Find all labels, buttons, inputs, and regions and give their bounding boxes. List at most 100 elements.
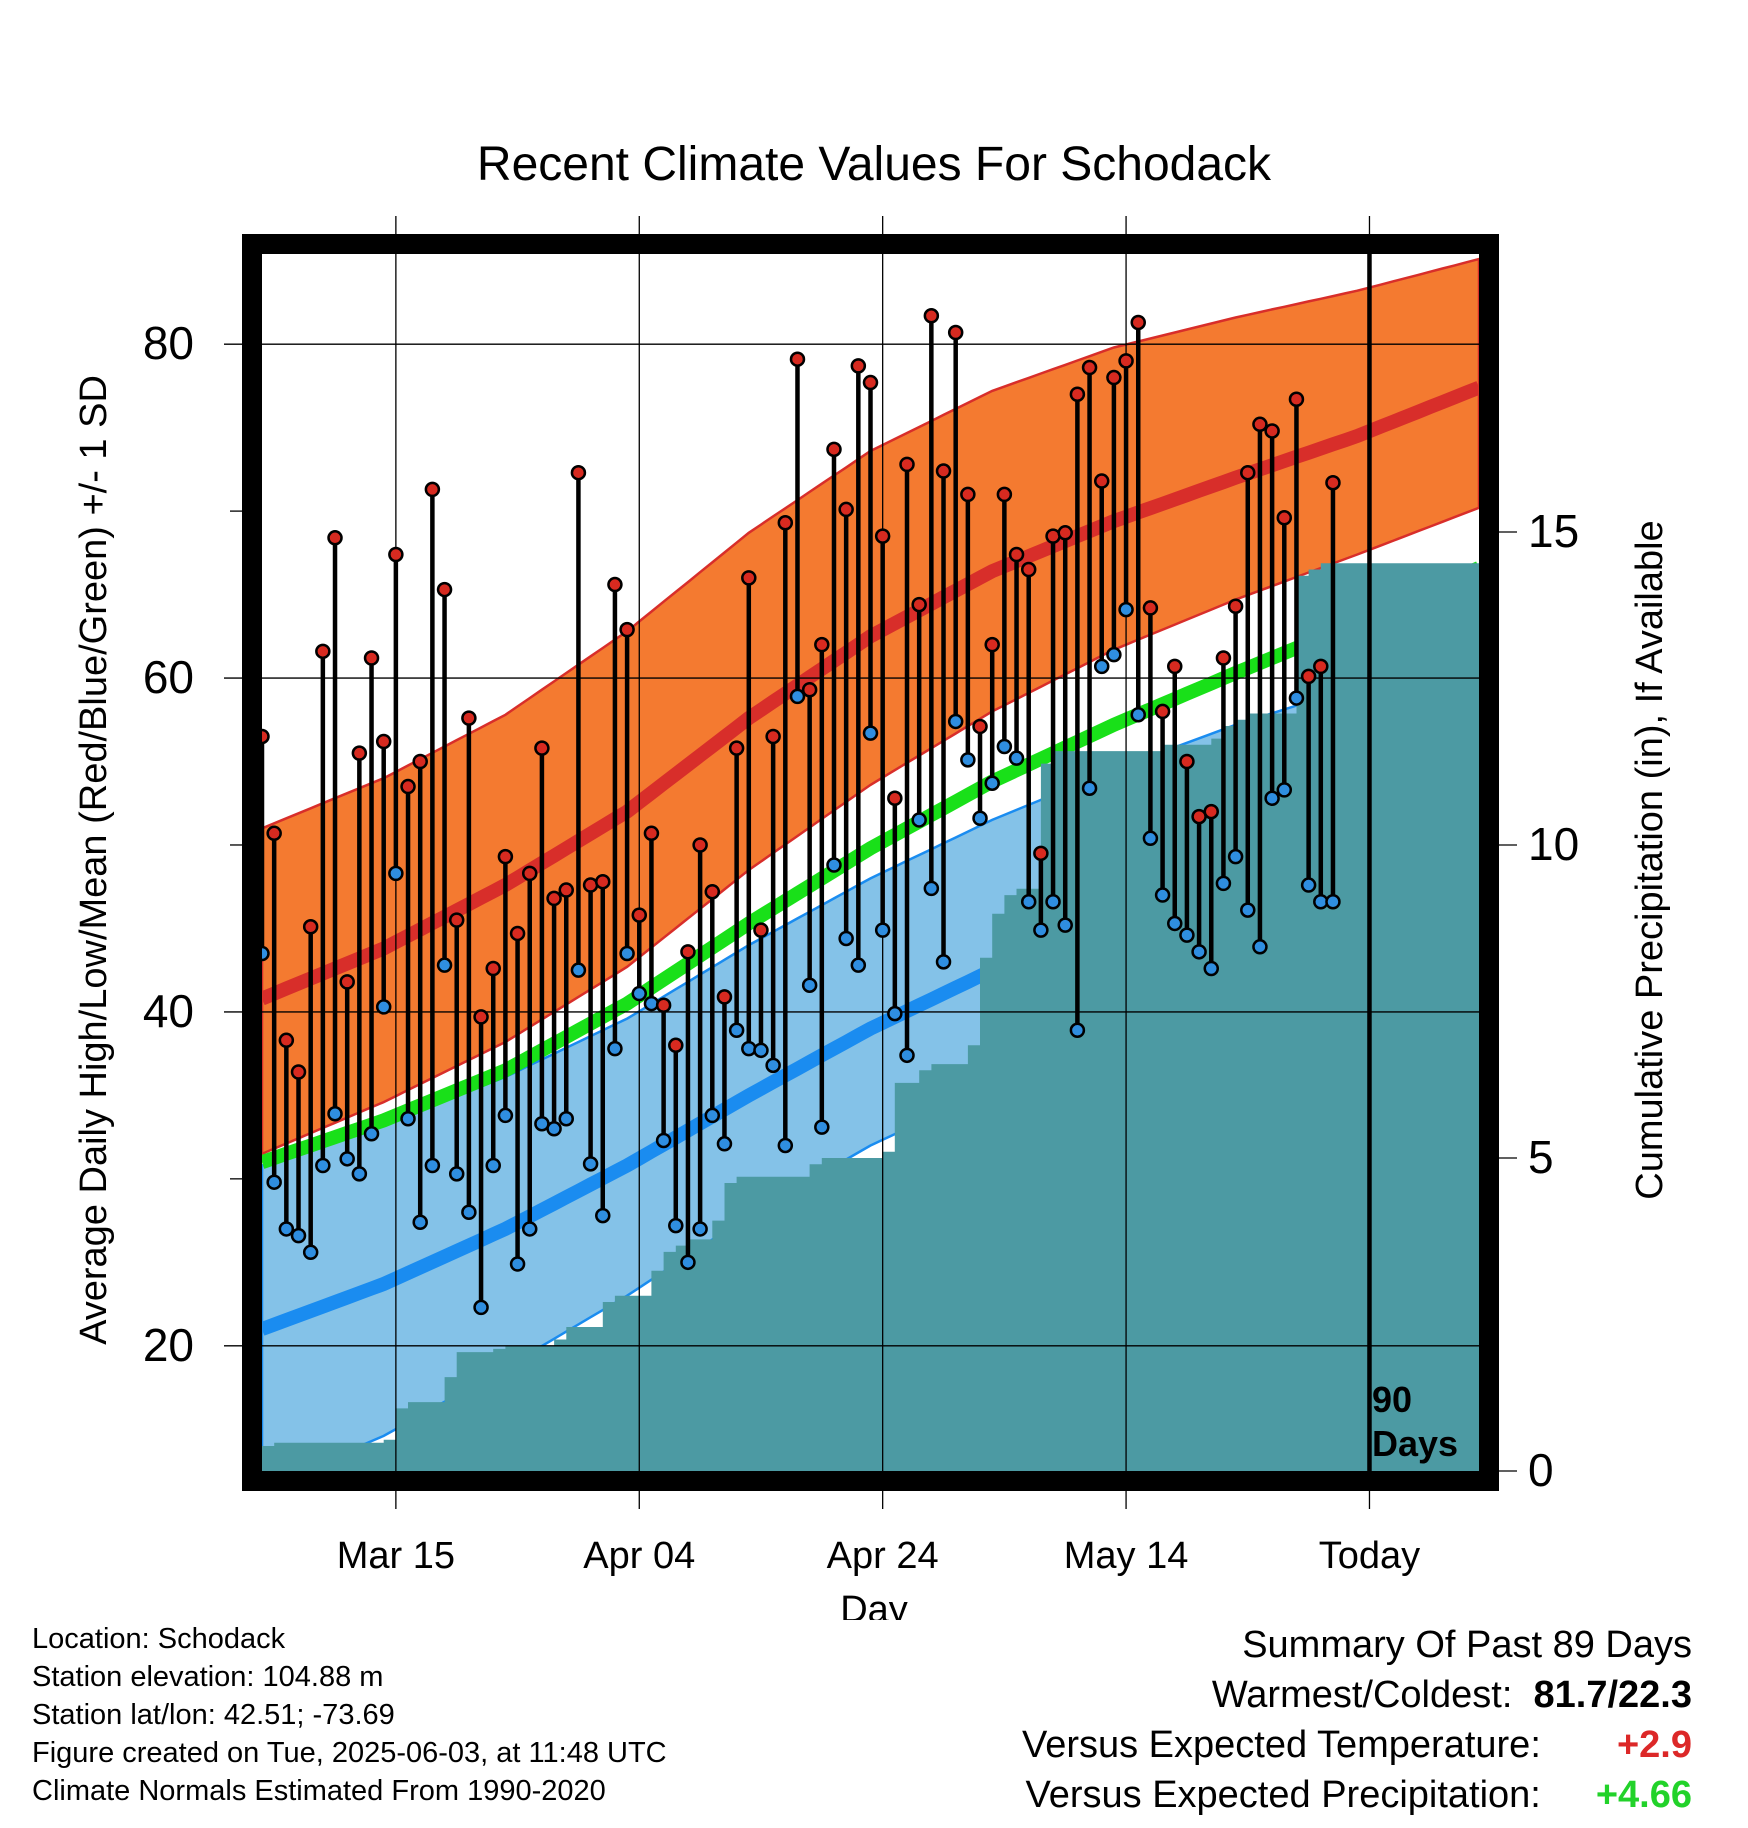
daily-low-point [266, 1174, 282, 1190]
daily-high-point [1033, 845, 1049, 862]
daily-low-point [485, 1157, 501, 1174]
daily-high-point [412, 753, 428, 770]
daily-high-point [643, 825, 660, 842]
station-location: Location: Schodack [32, 1623, 286, 1655]
daily-high-point [1093, 473, 1110, 489]
daily-high-point [716, 989, 733, 1005]
daily-high-point [789, 351, 806, 367]
daily-low-point [692, 1221, 708, 1237]
daily-low-point [546, 1121, 562, 1137]
summary-panel: Summary Of Past 89 Days Warmest/Coldest:… [1022, 1620, 1692, 1820]
daily-low-point [339, 1151, 355, 1167]
daily-high-point [1057, 525, 1073, 541]
daily-low-point [960, 752, 976, 768]
daily-low-point [801, 977, 818, 993]
y-axis-label-right: Cumulative Precipitation (in), If Availa… [1629, 520, 1671, 1199]
daily-high-point [984, 636, 1000, 653]
daily-low-point [363, 1126, 380, 1142]
station-elevation: Station elevation: 104.88 m [32, 1661, 384, 1693]
daily-low-point [1179, 927, 1195, 943]
daily-low-point [1093, 658, 1110, 675]
daily-low-point [655, 1132, 672, 1149]
daily-low-point [1339, 0, 1352, 7]
station-latlon: Station lat/lon: 42.51; -73.69 [32, 1699, 395, 1731]
daily-low-point [1106, 646, 1122, 663]
daily-high-point [1020, 561, 1037, 578]
daily-high-point [1118, 353, 1134, 369]
daily-low-point [1130, 707, 1146, 723]
daily-low-point [728, 1022, 745, 1039]
daily-low-point [436, 957, 453, 973]
daily-low-point [1142, 830, 1159, 847]
daily-low-point [497, 1107, 514, 1124]
x-tick-label-2: Apr 24 [827, 1535, 939, 1577]
daily-high-point [521, 865, 538, 882]
daily-high-point [972, 718, 988, 735]
daily-high-point [1130, 314, 1146, 331]
daily-high-point [1300, 668, 1317, 685]
temp-anomaly-value: +2.9 [1616, 1724, 1692, 1766]
daily-low-point [935, 954, 952, 970]
daily-low-point [509, 1256, 526, 1272]
daily-high-point [1288, 391, 1305, 408]
daily-high-point [607, 576, 623, 593]
daily-low-point [1057, 917, 1073, 933]
y-tick-label-40: 40 [143, 985, 194, 1037]
daily-low-point [375, 999, 392, 1015]
station-info: Location: Schodack Station elevation: 10… [32, 1620, 667, 1810]
x-tick-label-0: Mar 15 [337, 1535, 455, 1577]
y2-tick-label-10: 10 [1528, 818, 1579, 870]
daily-high-point [923, 308, 940, 324]
daily-low-point [1325, 893, 1341, 910]
daily-low-point [1167, 915, 1183, 932]
y-axis-label-left: Average Daily High/Low/Mean (Red/Blue/Gr… [73, 375, 115, 1345]
daily-high-point [741, 570, 757, 586]
daily-high-point [874, 528, 891, 544]
daily-high-point [728, 740, 745, 756]
daily-low-point [607, 1040, 623, 1057]
daily-low-point [826, 857, 842, 873]
axes: Mar 15 Apr 04 Apr 24 May 14 Today 20 40 60 80 0 5 1… [143, 216, 1579, 1577]
daily-low-point [290, 1227, 307, 1244]
y-tick-label-80: 80 [143, 317, 194, 369]
daily-low-point [1020, 893, 1037, 910]
daily-high-point [838, 501, 854, 518]
daily-low-point [278, 1221, 295, 1237]
daily-low-point [631, 985, 648, 1002]
daily-low-point [741, 1040, 757, 1057]
mean-normal-line [262, 561, 1479, 1169]
daily-low-point [424, 1157, 441, 1174]
y2-tick-label-5: 5 [1528, 1131, 1554, 1183]
plot-inner [262, 0, 1479, 1471]
daily-high-point [363, 650, 380, 666]
daily-low-point [887, 1005, 903, 1022]
daily-low-point [765, 1057, 781, 1074]
daily-high-point [1081, 359, 1098, 376]
daily-high-point [862, 374, 879, 391]
daily-low-point [1240, 902, 1256, 918]
daily-low-point [899, 1047, 915, 1064]
daily-high-point [1276, 510, 1293, 526]
daily-high-point [1008, 546, 1025, 563]
summary-heading: Summary Of Past 89 Days [1242, 1624, 1692, 1666]
daily-low-point [1045, 893, 1061, 910]
daily-low-point [461, 1204, 477, 1220]
precip-anomaly-value: +4.66 [1595, 1774, 1692, 1816]
daily-high-point [570, 464, 587, 481]
daily-high-point [339, 974, 355, 990]
daily-low-point [777, 1137, 794, 1154]
daily-high-point [765, 728, 781, 745]
daily-high-point [461, 710, 477, 726]
daily-low-point [1008, 750, 1025, 766]
daily-high-point [302, 919, 319, 935]
daily-low-point [412, 1214, 428, 1231]
daily-low-point [984, 775, 1000, 791]
daily-low-point [619, 945, 635, 962]
daily-low-point [448, 1166, 465, 1182]
daily-low-point [911, 812, 927, 828]
daily-low-point [1351, 0, 1364, 7]
daily-low-point [558, 1111, 574, 1127]
summary-precip-row: Versus Expected Precipitation: +4.66 [1022, 1770, 1692, 1820]
daily-low-point [400, 1111, 416, 1127]
summary-temp-row: Versus Expected Temperature: +2.9 [1022, 1720, 1692, 1770]
